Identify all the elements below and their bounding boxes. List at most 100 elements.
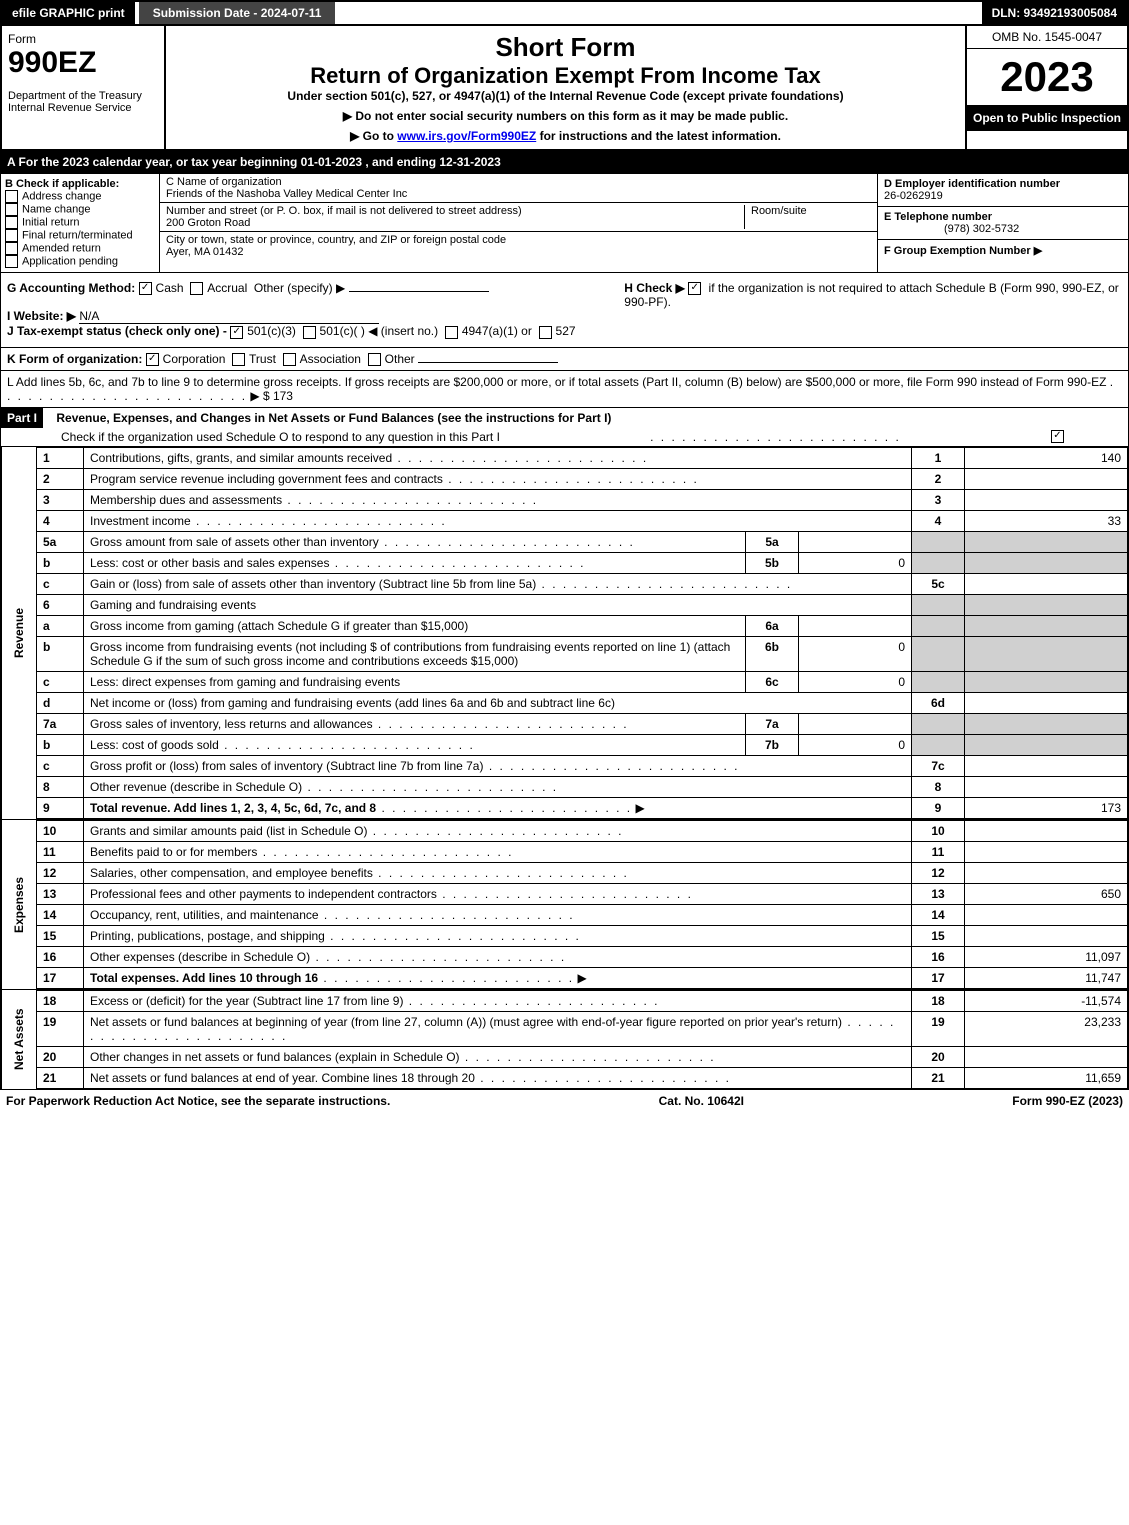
accrual-checkbox[interactable] — [190, 282, 203, 295]
line-7b: bLess: cost of goods sold7b0 — [37, 734, 1128, 755]
line-19: 19Net assets or fund balances at beginni… — [37, 1011, 1128, 1046]
line-17: 17Total expenses. Add lines 10 through 1… — [37, 967, 1128, 988]
initial-return-label: Initial return — [22, 216, 79, 228]
short-form-title: Short Form — [172, 32, 959, 63]
dept-treasury: Department of the Treasury — [8, 90, 158, 102]
row-l-text: L Add lines 5b, 6c, and 7b to line 9 to … — [7, 375, 1106, 389]
row-l-amount: ▶ $ 173 — [250, 389, 293, 403]
goto-link[interactable]: www.irs.gov/Form990EZ — [397, 129, 536, 143]
line-6c: cLess: direct expenses from gaming and f… — [37, 671, 1128, 692]
501c3-checkbox[interactable] — [230, 326, 243, 339]
netassets-table: 18Excess or (deficit) for the year (Subt… — [36, 990, 1128, 1089]
topbar: efile GRAPHIC print Submission Date - 20… — [0, 0, 1129, 26]
street-value: 200 Groton Road — [166, 217, 250, 229]
line-18: 18Excess or (deficit) for the year (Subt… — [37, 990, 1128, 1011]
no-ssn: ▶ Do not enter social security numbers o… — [172, 109, 959, 123]
goto-instructions: ▶ Go to www.irs.gov/Form990EZ for instru… — [172, 129, 959, 143]
line-1: 1Contributions, gifts, grants, and simil… — [37, 447, 1128, 468]
omb-number: OMB No. 1545-0047 — [967, 26, 1127, 49]
address-change-checkbox[interactable] — [5, 190, 18, 203]
under-section: Under section 501(c), 527, or 4947(a)(1)… — [172, 89, 959, 103]
line-15: 15Printing, publications, postage, and s… — [37, 925, 1128, 946]
line-7c: cGross profit or (loss) from sales of in… — [37, 755, 1128, 776]
line-5c: cGain or (loss) from sale of assets othe… — [37, 573, 1128, 594]
line-12: 12Salaries, other compensation, and empl… — [37, 862, 1128, 883]
final-return-label: Final return/terminated — [22, 229, 133, 241]
line-4: 4Investment income433 — [37, 510, 1128, 531]
net-assets-section: Net Assets 18Excess or (deficit) for the… — [0, 990, 1129, 1090]
tel-value: (978) 302-5732 — [884, 223, 1019, 235]
527-label: 527 — [556, 324, 576, 338]
cash-checkbox[interactable] — [139, 282, 152, 295]
efile-print[interactable]: efile GRAPHIC print — [2, 2, 135, 24]
501c-checkbox[interactable] — [303, 326, 316, 339]
application-pending-label: Application pending — [22, 255, 118, 267]
line-3: 3Membership dues and assessments3 — [37, 489, 1128, 510]
501c3-label: 501(c)(3) — [247, 324, 296, 338]
line-21: 21Net assets or fund balances at end of … — [37, 1067, 1128, 1088]
box-b: B Check if applicable: Address change Na… — [1, 174, 160, 272]
line-13: 13Professional fees and other payments t… — [37, 883, 1128, 904]
h-checkbox[interactable] — [688, 282, 701, 295]
tax-year: 2023 — [967, 49, 1127, 105]
box-c: C Name of organization Friends of the Na… — [160, 174, 877, 272]
form-org-label: K Form of organization: — [7, 352, 142, 366]
trust-checkbox[interactable] — [232, 353, 245, 366]
footer: For Paperwork Reduction Act Notice, see … — [0, 1090, 1129, 1112]
cash-label: Cash — [156, 281, 184, 295]
4947-checkbox[interactable] — [445, 326, 458, 339]
form-header: Form 990EZ Department of the Treasury In… — [0, 26, 1129, 151]
line-10: 10Grants and similar amounts paid (list … — [37, 820, 1128, 841]
tel-label: E Telephone number — [884, 211, 992, 223]
revenue-section: Revenue 1Contributions, gifts, grants, a… — [0, 447, 1129, 820]
line-14: 14Occupancy, rent, utilities, and mainte… — [37, 904, 1128, 925]
header-right: OMB No. 1545-0047 2023 Open to Public In… — [965, 26, 1127, 149]
corp-checkbox[interactable] — [146, 353, 159, 366]
row-l: L Add lines 5b, 6c, and 7b to line 9 to … — [0, 371, 1129, 408]
row-gh: G Accounting Method: Cash Accrual Other … — [0, 273, 1129, 348]
501c-label: 501(c)( ) ◀ (insert no.) — [320, 324, 439, 338]
dln: DLN: 93492193005084 — [982, 2, 1127, 24]
line-6b: bGross income from fundraising events (n… — [37, 636, 1128, 671]
box-d: D Employer identification number 26-0262… — [877, 174, 1128, 272]
open-to-public: Open to Public Inspection — [967, 105, 1127, 131]
netassets-side-label: Net Assets — [1, 990, 36, 1089]
part1-schedule-o-checkbox[interactable] — [1051, 430, 1064, 443]
line-8: 8Other revenue (describe in Schedule O)8 — [37, 776, 1128, 797]
paperwork-notice: For Paperwork Reduction Act Notice, see … — [6, 1094, 390, 1108]
org-name: Friends of the Nashoba Valley Medical Ce… — [166, 188, 407, 200]
4947-label: 4947(a)(1) or — [462, 324, 532, 338]
h-label: H Check ▶ — [624, 281, 685, 295]
accounting-method-label: G Accounting Method: — [7, 281, 135, 295]
box-b-title: B Check if applicable: — [5, 178, 119, 190]
line-7a: 7aGross sales of inventory, less returns… — [37, 713, 1128, 734]
website-label: I Website: ▶ — [7, 309, 76, 323]
other-org-label: Other — [385, 352, 415, 366]
amended-return-label: Amended return — [22, 242, 101, 254]
revenue-table: 1Contributions, gifts, grants, and simil… — [36, 447, 1128, 819]
application-pending-checkbox[interactable] — [5, 255, 18, 268]
room-label: Room/suite — [751, 205, 807, 217]
col-h: H Check ▶ if the organization is not req… — [624, 281, 1122, 339]
527-checkbox[interactable] — [539, 326, 552, 339]
other-org-checkbox[interactable] — [368, 353, 381, 366]
header-center: Short Form Return of Organization Exempt… — [166, 26, 965, 149]
amended-return-checkbox[interactable] — [5, 242, 18, 255]
trust-label: Trust — [249, 352, 276, 366]
header-left: Form 990EZ Department of the Treasury In… — [2, 26, 166, 149]
address-change-label: Address change — [22, 190, 102, 202]
part1-badge: Part I — [1, 408, 43, 428]
return-title: Return of Organization Exempt From Incom… — [172, 63, 959, 89]
line-6a: aGross income from gaming (attach Schedu… — [37, 615, 1128, 636]
part1-title: Revenue, Expenses, and Changes in Net As… — [46, 411, 611, 425]
cat-no: Cat. No. 10642I — [659, 1094, 744, 1108]
name-change-checkbox[interactable] — [5, 203, 18, 216]
line-9: 9Total revenue. Add lines 1, 2, 3, 4, 5c… — [37, 797, 1128, 818]
city-label: City or town, state or province, country… — [166, 234, 506, 246]
final-return-checkbox[interactable] — [5, 229, 18, 242]
expenses-table: 10Grants and similar amounts paid (list … — [36, 820, 1128, 989]
initial-return-checkbox[interactable] — [5, 216, 18, 229]
line-11: 11Benefits paid to or for members11 — [37, 841, 1128, 862]
assoc-checkbox[interactable] — [283, 353, 296, 366]
irs-label: Internal Revenue Service — [8, 102, 158, 114]
